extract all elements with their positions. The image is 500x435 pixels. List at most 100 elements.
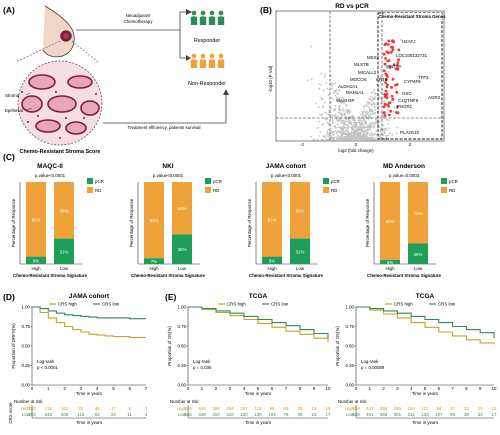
volcano-point xyxy=(368,124,371,127)
volcano-point xyxy=(345,130,348,133)
stroma-label: Stroma xyxy=(5,93,20,98)
bar-rd xyxy=(262,182,282,257)
gene-label: MAN1A1 xyxy=(346,90,364,95)
y-axis-label: Proportion of DRFS(%) xyxy=(11,323,16,369)
volcano-point xyxy=(355,123,358,126)
volcano-point xyxy=(330,107,333,110)
risk-count: 399 xyxy=(212,406,220,411)
volcano-point xyxy=(334,125,337,127)
volcano-point xyxy=(338,104,341,107)
risk-count: 213 xyxy=(45,406,53,411)
volcano-point xyxy=(375,118,377,121)
volcano-point xyxy=(359,127,361,129)
volcano-ylabel: -log10 (P Val) xyxy=(268,65,273,92)
category-label: High xyxy=(149,266,159,271)
risk-table-title: Number at risk xyxy=(338,399,367,404)
legend-label: RD xyxy=(95,188,101,193)
sig-gene-point xyxy=(397,48,401,52)
volcano-point xyxy=(355,128,358,131)
volcano-point xyxy=(331,87,333,90)
sig-gene-point xyxy=(396,61,400,65)
x-tick-label: 5 xyxy=(257,386,260,391)
volcano-point xyxy=(331,85,333,88)
volcano-point xyxy=(316,138,319,141)
volcano-point xyxy=(322,89,325,92)
volcano-point xyxy=(353,125,356,127)
person-icon xyxy=(218,53,224,59)
sig-gene-point xyxy=(382,111,386,114)
x-tick-label: 6 xyxy=(438,386,441,391)
volcano-point xyxy=(337,92,340,95)
bar-pcr xyxy=(290,238,310,264)
risk-count: 398 xyxy=(380,406,388,411)
risk-count: 17 xyxy=(326,412,331,417)
volcano-point xyxy=(361,112,364,114)
gene-label: LOC100132731 xyxy=(396,53,428,58)
risk-count: 35 xyxy=(298,412,303,417)
bar-label-pcr: 31% xyxy=(296,249,305,254)
bar-label-pcr: 5% xyxy=(387,260,393,265)
non-responder-label: Non-Responder xyxy=(188,81,226,87)
person-body-icon xyxy=(217,16,225,25)
risk-count: 448 xyxy=(198,406,206,411)
volcano-point xyxy=(353,121,355,124)
volcano-point xyxy=(358,135,361,138)
risk-count: 23 xyxy=(312,412,317,417)
volcano-point xyxy=(387,134,389,137)
volcano-point xyxy=(378,120,381,123)
non-responder-people-icon xyxy=(190,53,225,68)
volcano-point xyxy=(373,89,375,92)
risk-count: 207 xyxy=(240,406,248,411)
volcano-point xyxy=(342,127,345,130)
volcano-point xyxy=(347,138,350,140)
sig-gene-point xyxy=(386,43,390,46)
risk-count: 49 xyxy=(95,406,100,411)
volcano-point xyxy=(372,122,375,124)
sig-gene-point xyxy=(382,52,386,56)
logrank-label: Log-rank xyxy=(193,359,211,364)
epithelial-label: Epithelial xyxy=(5,108,23,113)
legend-swatch-rd xyxy=(323,187,329,193)
y-axis-label: Percentage of Response xyxy=(129,198,134,247)
bar-label-rd: 64% xyxy=(178,206,187,211)
bar-label-pcr: 7% xyxy=(151,259,157,264)
bar-pcr xyxy=(54,238,74,264)
panel-d: (D) JAMA cohort CRS high CRS low 0.00 0.25 0.… xyxy=(3,292,148,425)
volcano-point xyxy=(358,125,360,128)
volcano-point xyxy=(321,114,323,117)
volcano-point xyxy=(344,138,346,141)
volcano-point xyxy=(371,124,373,127)
sig-gene-point xyxy=(395,90,399,94)
volcano-point xyxy=(369,112,372,115)
sig-gene-point xyxy=(388,66,392,69)
x-tick-label: 5 xyxy=(424,386,427,391)
person-icon xyxy=(200,10,206,16)
volcano-point xyxy=(364,120,367,123)
chart-title: JAMA cohort xyxy=(266,163,307,170)
x-tick-label: 5 xyxy=(112,386,115,391)
volcano-point xyxy=(351,129,353,132)
volcano-point xyxy=(324,111,327,114)
volcano-point xyxy=(339,99,342,102)
risk-row-label: High xyxy=(345,406,355,411)
risk-count: 133 xyxy=(421,412,429,417)
volcano-point xyxy=(324,101,326,104)
sig-gene-point xyxy=(387,51,390,55)
x-tick-label: 9 xyxy=(313,386,316,391)
bar-rd xyxy=(408,182,428,244)
risk-y-label: CRS score xyxy=(8,402,13,424)
sig-gene-point xyxy=(385,92,389,96)
volcano-point xyxy=(385,134,388,137)
volcano-point xyxy=(374,122,377,125)
volcano-point xyxy=(383,79,385,82)
bar-rd xyxy=(26,182,46,257)
volcano-point xyxy=(327,128,330,131)
volcano-point xyxy=(370,113,373,116)
sig-gene-point xyxy=(388,113,391,117)
volcano-point xyxy=(318,135,320,137)
logrank-label: Log-rank xyxy=(37,359,55,364)
risk-count: 104 xyxy=(268,412,276,417)
chart-pvalue: p.value<0.0001 xyxy=(153,173,184,178)
km-title: TCGA xyxy=(416,293,435,300)
